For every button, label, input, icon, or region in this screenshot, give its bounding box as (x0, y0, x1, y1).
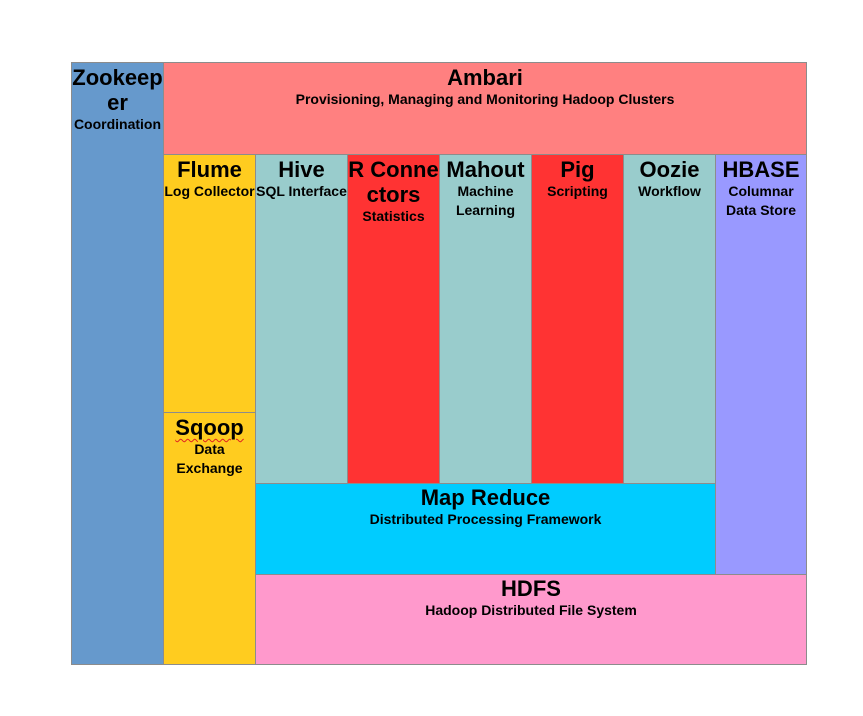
r-connectors-subtitle: Statistics (362, 208, 425, 224)
mahout-box: Mahout Machine Learning (439, 154, 532, 484)
mapreduce-box: Map Reduce Distributed Processing Framew… (255, 483, 716, 575)
pig-box: Pig Scripting (531, 154, 624, 484)
sqoop-subtitle: Data Exchange (176, 441, 243, 476)
r-connectors-box: R Connectors Statistics (347, 154, 440, 484)
oozie-subtitle: Workflow (638, 183, 701, 199)
hive-subtitle: SQL Interface (256, 183, 347, 199)
zookeeper-box: Zookeeper Coordination (71, 62, 164, 665)
r-connectors-title: R Connectors (348, 157, 439, 207)
flume-subtitle: Log Collector (164, 183, 255, 199)
hive-box: Hive SQL Interface (255, 154, 348, 484)
mapreduce-title: Map Reduce (420, 485, 551, 510)
oozie-box: Oozie Workflow (623, 154, 716, 484)
flume-title: Flume (177, 157, 242, 182)
hdfs-box: HDFS Hadoop Distributed File System (255, 574, 807, 665)
ambari-title: Ambari (447, 65, 523, 90)
pig-subtitle: Scripting (547, 183, 608, 199)
hdfs-subtitle: Hadoop Distributed File System (425, 602, 637, 618)
ambari-box: Ambari Provisioning, Managing and Monito… (163, 62, 807, 155)
sqoop-title: Sqoop (175, 415, 244, 440)
zookeeper-title: Zookeeper (72, 65, 163, 115)
mahout-subtitle: Machine Learning (455, 183, 516, 218)
mahout-title: Mahout (446, 157, 525, 182)
hbase-title: HBASE (722, 157, 800, 182)
mapreduce-subtitle: Distributed Processing Framework (369, 511, 602, 527)
hdfs-title: HDFS (501, 576, 561, 601)
pig-title: Pig (560, 157, 595, 182)
ambari-subtitle: Provisioning, Managing and Monitoring Ha… (295, 91, 675, 107)
sqoop-box: Sqoop Data Exchange (163, 412, 256, 665)
flume-box: Flume Log Collector (163, 154, 256, 413)
zookeeper-subtitle: Coordination (73, 116, 162, 132)
hbase-subtitle: Columnar Data Store (725, 183, 797, 218)
hbase-box: HBASE Columnar Data Store (715, 154, 807, 575)
oozie-title: Oozie (639, 157, 700, 182)
hive-title: Hive (278, 157, 325, 182)
